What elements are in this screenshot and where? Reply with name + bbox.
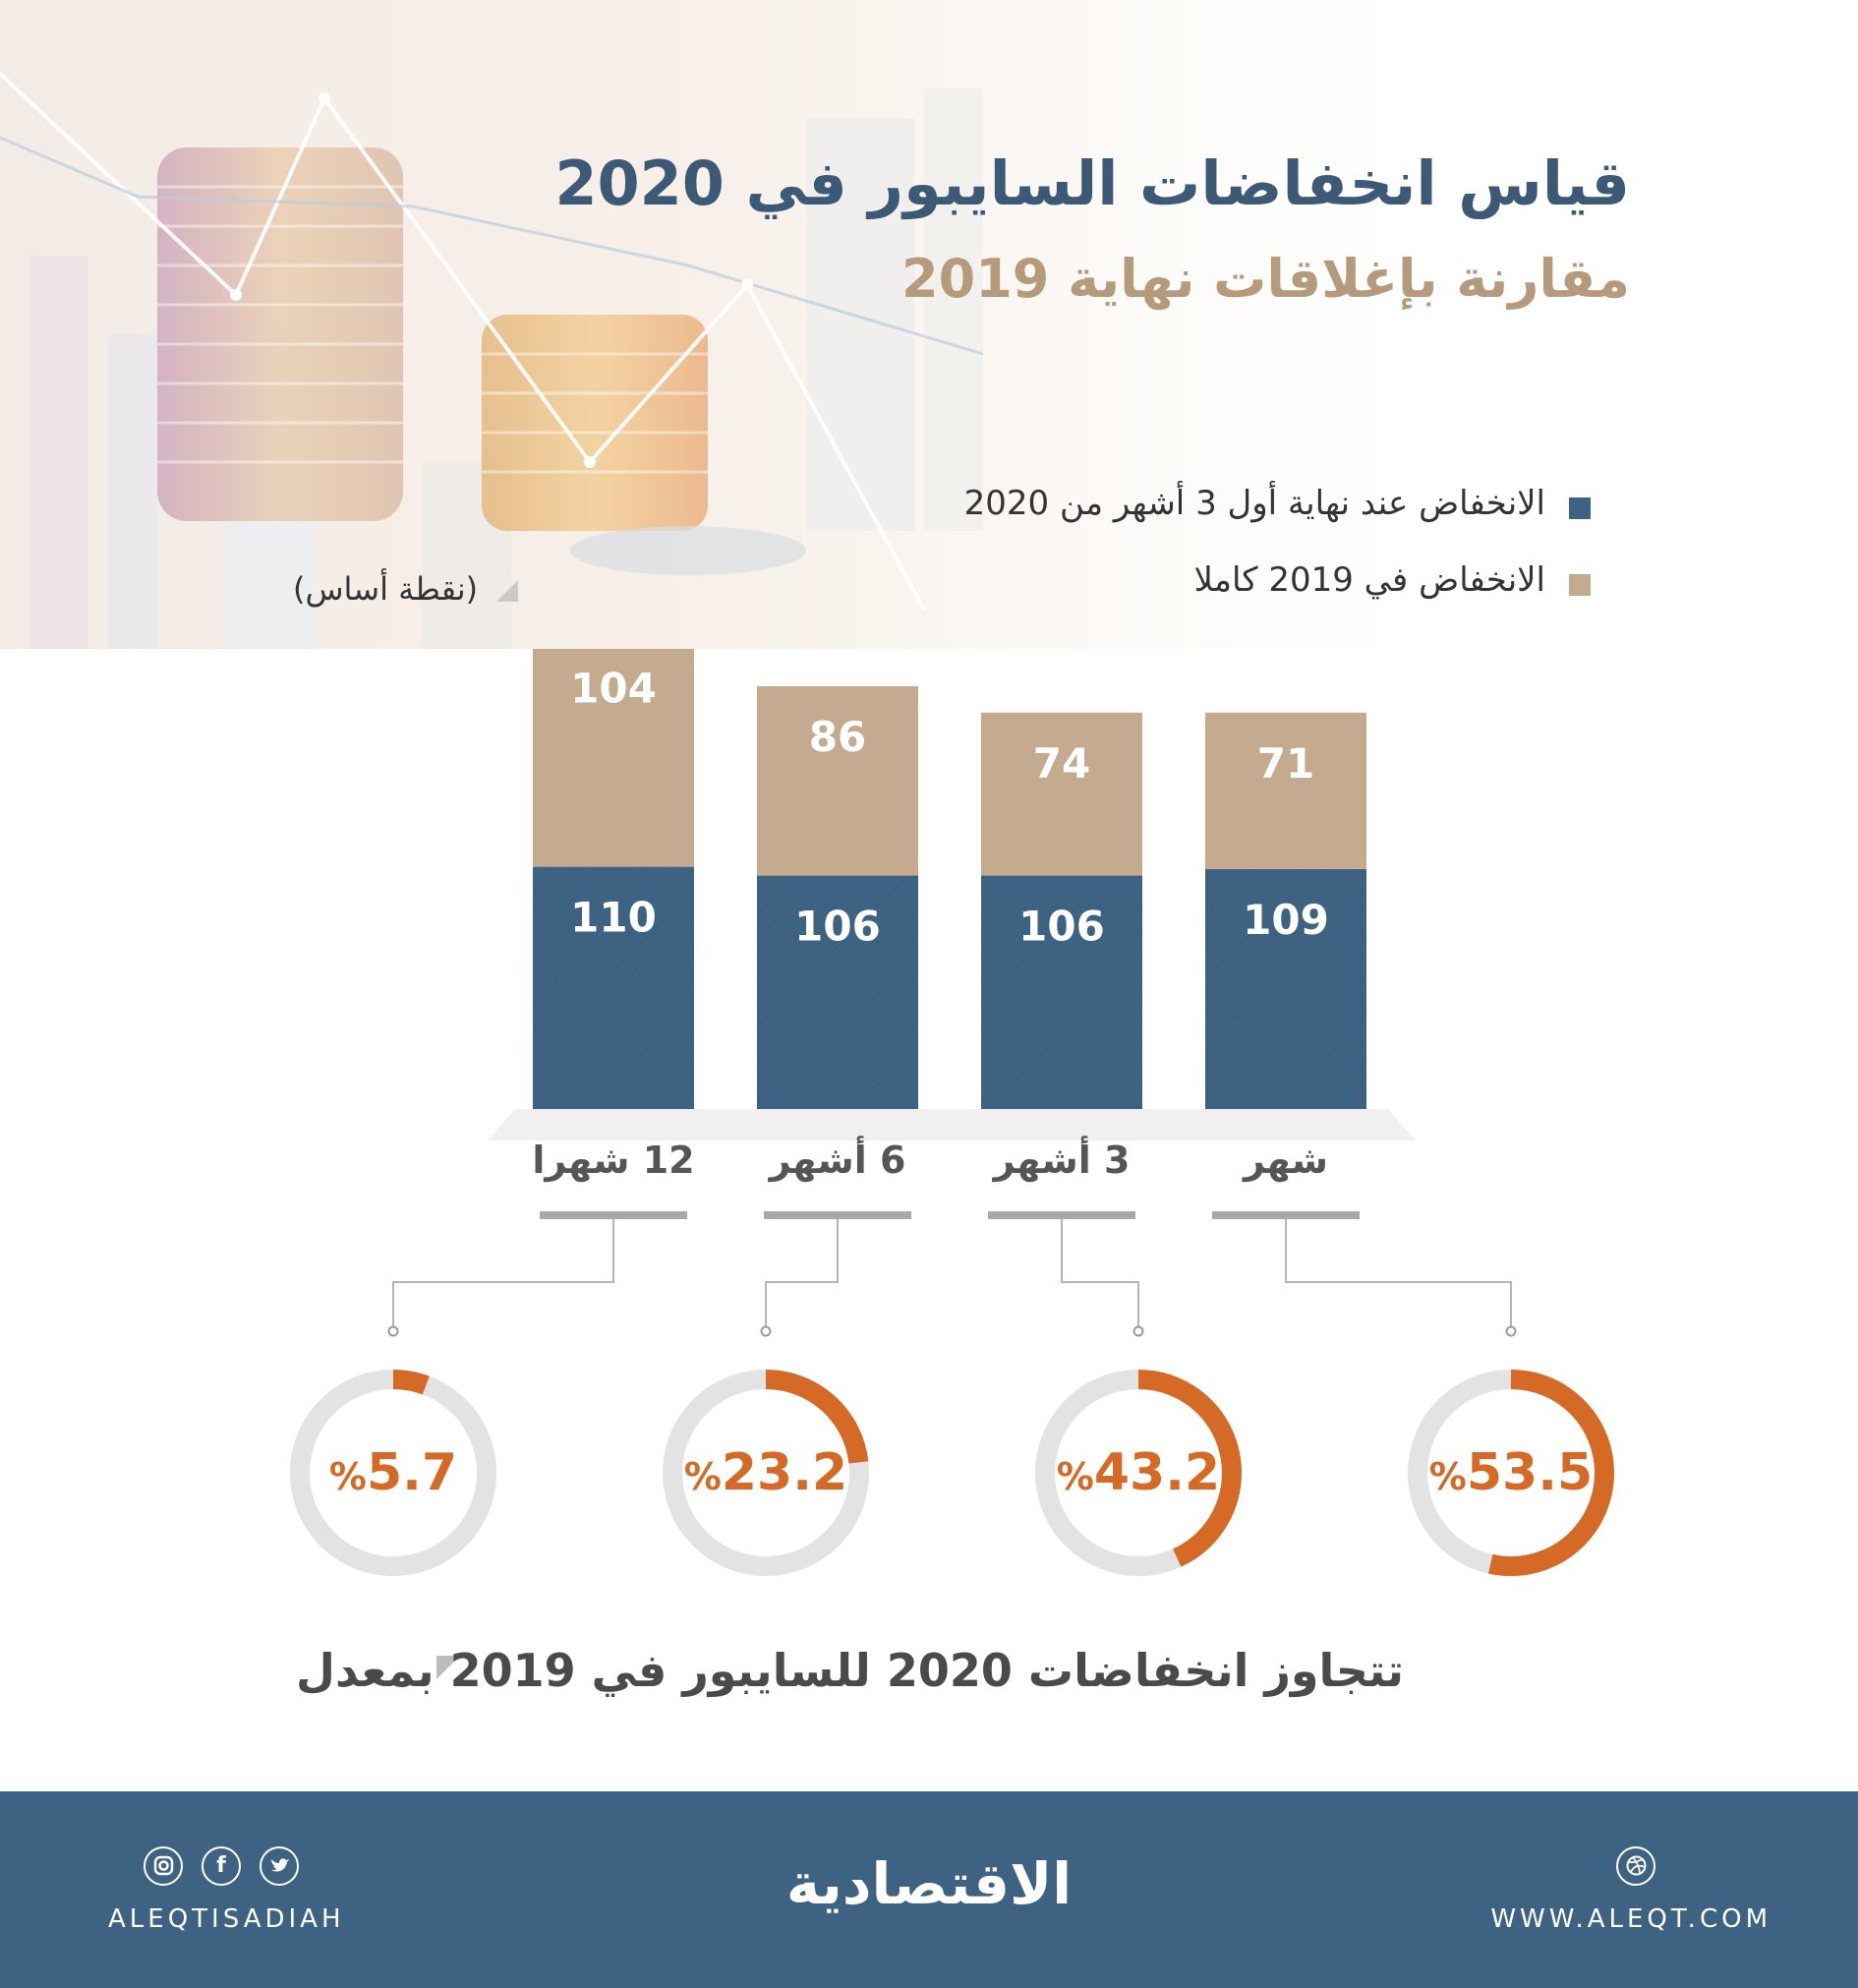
legend-label-2020: الانخفاض عند نهاية أول 3 أشهر من 2020 bbox=[963, 484, 1545, 523]
baseline-shelf bbox=[488, 1109, 1416, 1140]
category-label-3-months: 3 أشهر bbox=[993, 1139, 1131, 1182]
connector-dot-3 bbox=[1505, 1325, 1517, 1337]
twitter-icon[interactable] bbox=[260, 1846, 299, 1886]
data-label-2019-3: 71 bbox=[1257, 739, 1314, 788]
category-label-1-month: شهر bbox=[1243, 1139, 1329, 1182]
connector-dot-2 bbox=[1132, 1325, 1144, 1337]
category-underline-3 bbox=[1212, 1211, 1360, 1219]
website-link[interactable]: WWW.ALEQT.COM bbox=[1490, 1904, 1771, 1934]
donut-value-1-month: %53.5 bbox=[1428, 1443, 1594, 1502]
caption-arrow-icon bbox=[436, 1656, 460, 1679]
category-underline-1 bbox=[764, 1211, 911, 1219]
stacked-bar-chart: 110 104 106 86 106 74 109 71 bbox=[387, 649, 1517, 1337]
data-label-2020-2: 106 bbox=[1018, 903, 1105, 951]
donut-caption: تتجاوز انخفاضات 2020 للسايبور في 2019 بم… bbox=[296, 1644, 1404, 1697]
donut-ring-6-months bbox=[663, 1370, 869, 1576]
data-label-2019-2: 74 bbox=[1033, 739, 1090, 788]
donut-ring-1-month bbox=[1408, 1370, 1614, 1576]
coins-illustration bbox=[0, 0, 1858, 649]
donut-arc-3 bbox=[1408, 1370, 1614, 1576]
connector-dot-0 bbox=[387, 1325, 399, 1337]
hero-background bbox=[0, 0, 1858, 649]
unit-arrow-icon bbox=[496, 580, 518, 602]
data-label-2019-1: 86 bbox=[809, 713, 866, 761]
connector-line-1 bbox=[765, 1219, 839, 1327]
connector-dot-1 bbox=[760, 1325, 772, 1337]
data-label-2020-0: 110 bbox=[570, 894, 657, 942]
bar-2020-hatch-0 bbox=[533, 866, 694, 1109]
bar-2019-0 bbox=[533, 649, 694, 867]
facebook-icon[interactable]: f bbox=[202, 1846, 241, 1886]
category-label-6-months: 6 أشهر bbox=[769, 1139, 906, 1182]
bar-2020-hatch-1 bbox=[757, 875, 918, 1109]
legend-swatch-tan bbox=[1569, 574, 1591, 596]
donut-6-months: %23.2 bbox=[658, 1365, 874, 1581]
donut-arc-0 bbox=[290, 1370, 496, 1576]
donut-ring-12-months bbox=[290, 1370, 496, 1576]
bar-2019-2 bbox=[981, 712, 1142, 876]
donut-ring-3-months bbox=[1035, 1370, 1242, 1576]
legend-label-2019: الانخفاض في 2019 كاملا bbox=[1193, 560, 1545, 600]
category-underline-2 bbox=[988, 1211, 1135, 1219]
chart-title: قياس انخفاضات السايبور في 2020 bbox=[554, 147, 1630, 219]
unit-label: (نقطة أساس) bbox=[293, 570, 479, 608]
donut-value-12-months: %5.7 bbox=[328, 1443, 458, 1502]
donut-arc-2 bbox=[1035, 1370, 1242, 1576]
bar-2019-1 bbox=[757, 685, 918, 876]
bar-2020-hatch-3 bbox=[1205, 868, 1366, 1109]
donut-value-6-months: %23.2 bbox=[683, 1443, 848, 1502]
legend-swatch-blue bbox=[1569, 497, 1591, 519]
category-underline-0 bbox=[540, 1211, 687, 1219]
dribbble-icon[interactable] bbox=[1616, 1846, 1655, 1886]
connector-line-2 bbox=[1061, 1219, 1139, 1327]
donut-value-3-months: %43.2 bbox=[1056, 1443, 1221, 1502]
instagram-icon[interactable] bbox=[144, 1846, 183, 1886]
connector-line-0 bbox=[392, 1219, 614, 1327]
brand-logo: الاقتصادية bbox=[785, 1850, 1073, 1917]
data-label-2020-3: 109 bbox=[1243, 896, 1329, 944]
donut-12-months: %5.7 bbox=[285, 1365, 501, 1581]
donut-arc-1 bbox=[663, 1370, 869, 1576]
bar-2020-hatch-2 bbox=[981, 875, 1142, 1109]
connector-line-3 bbox=[1285, 1219, 1512, 1327]
data-label-2019-0: 104 bbox=[570, 665, 657, 713]
legend-item-2020: الانخفاض عند نهاية أول 3 أشهر من 2020 bbox=[963, 484, 1591, 523]
donut-3-months: %43.2 bbox=[1030, 1365, 1247, 1581]
bar-2019-3 bbox=[1205, 712, 1366, 869]
donut-1-month: %53.5 bbox=[1403, 1365, 1619, 1581]
category-label-12-months: 12 شهرا bbox=[532, 1139, 695, 1182]
chart-subtitle: مقارنة بإغلاقات نهاية 2019 bbox=[901, 248, 1630, 310]
legend-item-2019: الانخفاض في 2019 كاملا bbox=[1193, 560, 1591, 600]
data-label-2020-1: 106 bbox=[794, 903, 881, 951]
footer-bar bbox=[0, 1791, 1858, 1988]
social-handle[interactable]: ALEQTISADIAH bbox=[108, 1904, 345, 1934]
